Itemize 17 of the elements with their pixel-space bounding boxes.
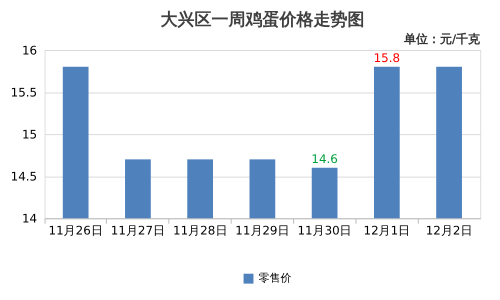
chart-title: 大兴区一周鸡蛋价格走势图 — [160, 9, 364, 30]
y-tick-label: 15 — [22, 128, 38, 142]
data-label: 14.6 — [311, 152, 338, 166]
x-tick-label: 12月1日 — [364, 224, 410, 238]
x-tick-label: 11月27日 — [110, 224, 166, 238]
x-tick-label: 12月2日 — [426, 224, 472, 238]
y-tick-label: 15.5 — [10, 85, 38, 100]
x-tick-label: 11月28日 — [173, 224, 228, 238]
x-tick-label: 11月30日 — [297, 224, 352, 238]
y-tick-label: 14.5 — [10, 170, 38, 184]
y-tick-label: 14 — [22, 212, 38, 226]
legend-label: 零售价 — [258, 272, 292, 285]
data-label: 15.8 — [374, 50, 400, 65]
chart-subtitle: 单位：元/千克 — [402, 32, 482, 46]
x-tick-label: 11月26日 — [48, 224, 103, 238]
x-tick-label: 11月29日 — [235, 224, 290, 238]
y-tick-label: 16 — [22, 43, 38, 58]
